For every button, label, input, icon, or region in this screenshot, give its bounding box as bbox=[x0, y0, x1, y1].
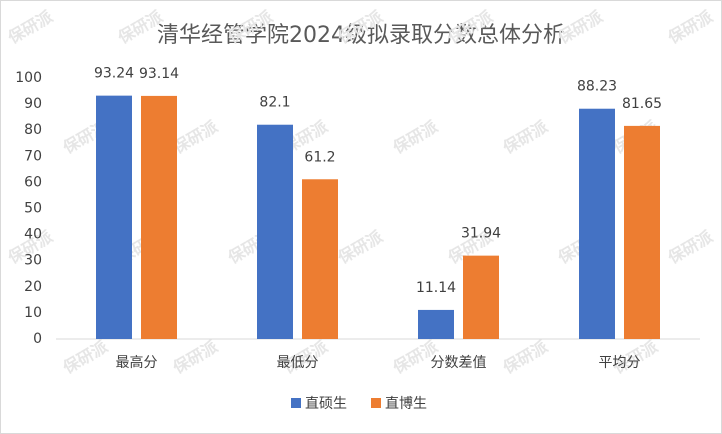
x-tick-label: 最低分 bbox=[277, 355, 319, 371]
y-tick-label: 30 bbox=[24, 253, 42, 269]
bar bbox=[463, 255, 499, 339]
y-tick-label: 20 bbox=[24, 279, 42, 295]
x-tick-label: 最高分 bbox=[116, 354, 158, 371]
data-label: 82.1 bbox=[259, 95, 290, 111]
data-label: 88.23 bbox=[577, 79, 617, 95]
y-tick-label: 60 bbox=[24, 174, 42, 190]
chart-title: 清华经管学院2024级拟录取分数总体分析 bbox=[157, 23, 565, 48]
legend-swatch bbox=[371, 398, 381, 408]
data-label: 93.14 bbox=[139, 66, 179, 82]
data-label: 31.94 bbox=[461, 226, 501, 242]
x-tick-label: 分数差值 bbox=[431, 355, 487, 371]
bar bbox=[579, 108, 615, 340]
bar bbox=[96, 95, 132, 339]
y-tick-label: 80 bbox=[24, 122, 42, 138]
bar bbox=[624, 125, 660, 340]
y-tick-label: 70 bbox=[24, 148, 42, 164]
y-tick-label: 10 bbox=[24, 305, 42, 321]
y-tick-label: 40 bbox=[24, 227, 42, 243]
y-tick-label: 100 bbox=[15, 70, 42, 86]
bar bbox=[257, 124, 293, 340]
legend-label: 直博生 bbox=[385, 395, 427, 412]
data-label: 61.2 bbox=[304, 149, 335, 165]
y-tick-label: 50 bbox=[24, 201, 42, 217]
legend-label: 直硕生 bbox=[305, 395, 347, 412]
data-label: 81.65 bbox=[622, 96, 662, 112]
bar bbox=[302, 179, 338, 339]
legend-swatch bbox=[291, 398, 301, 408]
y-tick-label: 90 bbox=[24, 96, 42, 112]
y-tick-label: 0 bbox=[33, 331, 42, 347]
bar bbox=[141, 95, 177, 339]
data-label: 93.24 bbox=[94, 66, 134, 82]
data-label: 11.14 bbox=[416, 280, 456, 296]
x-tick-label: 平均分 bbox=[599, 355, 641, 371]
bar bbox=[418, 309, 454, 339]
